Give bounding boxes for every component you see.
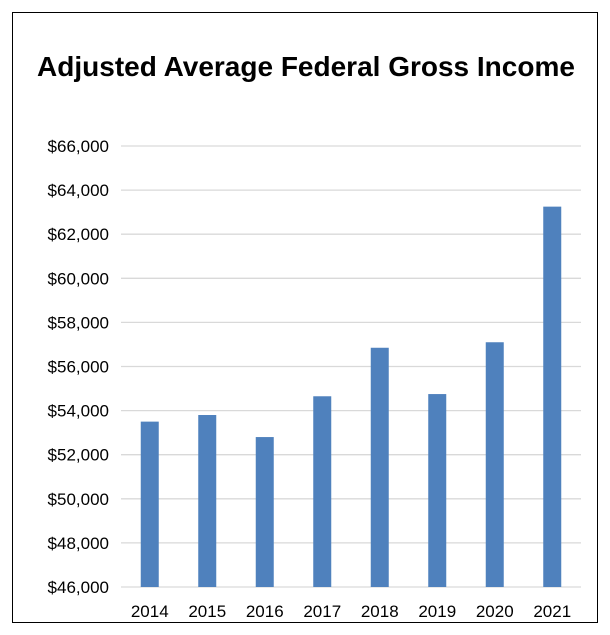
y-tick-label: $46,000 — [48, 578, 109, 597]
bar-2020 — [485, 342, 504, 587]
x-category-label: 2018 — [361, 602, 399, 621]
x-category-label: 2019 — [418, 602, 456, 621]
y-tick-label: $52,000 — [48, 446, 109, 465]
chart-frame: Adjusted Average Federal Gross Income $4… — [12, 12, 598, 623]
y-tick-label: $48,000 — [48, 534, 109, 553]
bar-2018 — [370, 347, 389, 587]
y-tick-label: $64,000 — [48, 181, 109, 200]
x-category-label: 2021 — [533, 602, 571, 621]
bars — [140, 206, 562, 587]
bar-2019 — [428, 394, 447, 587]
bar-2021 — [543, 206, 562, 587]
y-tick-label: $66,000 — [48, 137, 109, 156]
y-tick-label: $54,000 — [48, 402, 109, 421]
x-category-label: 2020 — [476, 602, 514, 621]
y-tick-label: $62,000 — [48, 225, 109, 244]
y-tick-label: $56,000 — [48, 358, 109, 377]
x-category-label: 2017 — [303, 602, 341, 621]
x-axis-category-labels: 2014 2015 2016 2017 2018 2019 2020 2021 — [131, 602, 571, 621]
bar-chart-plot: $46,000 $48,000 $50,000 $52,000 $54,000 $56,0… — [48, 137, 581, 621]
y-axis-tick-labels: $46,000 $48,000 $50,000 $52,000 $54,000 $56,0… — [48, 137, 109, 597]
chart-title: Adjusted Average Federal Gross Income — [37, 51, 575, 82]
bar-2017 — [313, 396, 332, 587]
y-tick-label: $58,000 — [48, 313, 109, 332]
bar-2015 — [198, 415, 217, 587]
x-category-label: 2016 — [246, 602, 284, 621]
y-tick-label: $50,000 — [48, 490, 109, 509]
bar-2016 — [255, 437, 274, 587]
x-category-label: 2015 — [188, 602, 226, 621]
x-category-label: 2014 — [131, 602, 169, 621]
bar-2014 — [140, 421, 159, 587]
y-tick-label: $60,000 — [48, 269, 109, 288]
gridlines — [121, 145, 581, 588]
